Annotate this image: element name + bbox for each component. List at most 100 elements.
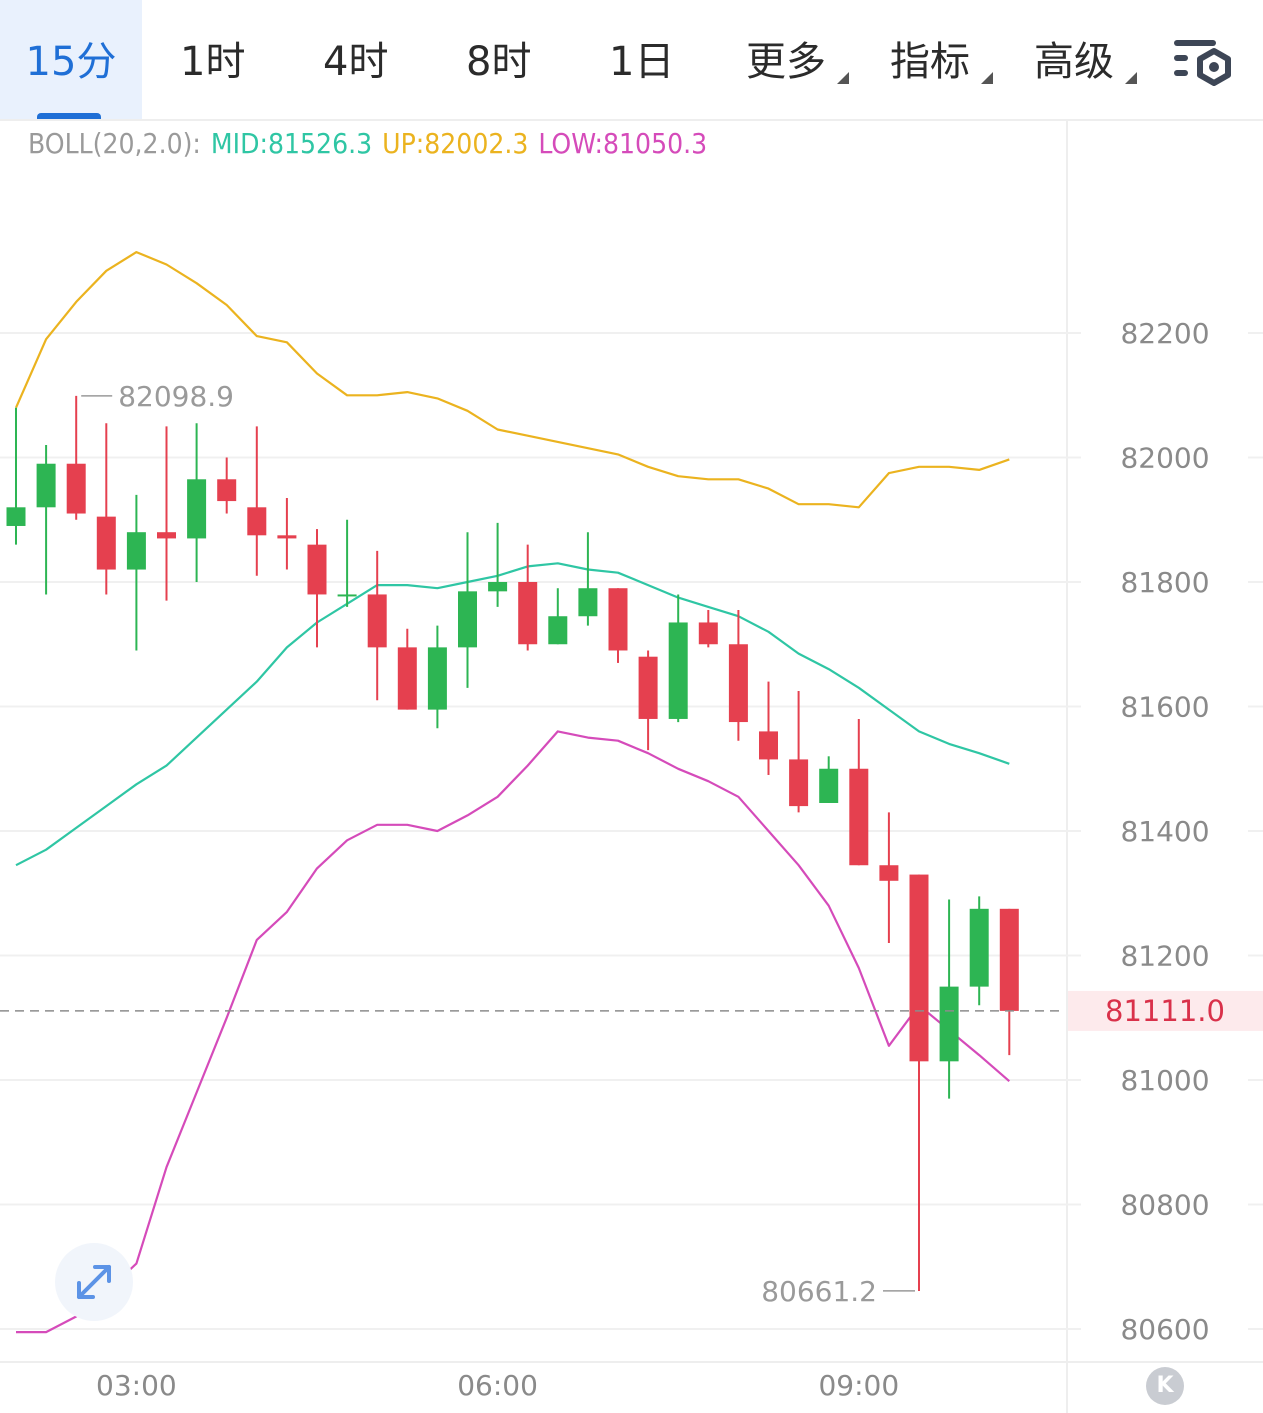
candle-up	[819, 756, 839, 803]
candle-body	[247, 507, 267, 536]
candle-body	[187, 479, 207, 539]
candle-body	[608, 588, 628, 651]
candle-up	[458, 532, 477, 688]
candle-body	[728, 644, 748, 723]
dropdown-caret-icon	[1125, 72, 1137, 84]
boll-legend: BOLL(20,2.0): MID:81526.3 UP:82002.3 LOW:81…	[28, 124, 717, 164]
candle-up	[969, 896, 989, 1006]
candle-down	[879, 812, 899, 944]
k-logo-icon[interactable]: K	[1146, 1367, 1184, 1405]
legend-indicator-name: BOLL(20,2.0):	[28, 127, 201, 160]
price-tick-label: 80600	[1120, 1313, 1209, 1346]
time-tick-label: 06:00	[457, 1369, 538, 1402]
candle-body	[939, 986, 959, 1062]
chart-settings-icon[interactable]	[1170, 36, 1236, 90]
candle-body	[789, 759, 809, 807]
price-tick-label: 82000	[1120, 442, 1209, 475]
candle-down	[66, 395, 86, 520]
candle-body	[157, 532, 176, 539]
price-tick-label: 81000	[1120, 1064, 1209, 1097]
candle-body	[36, 463, 56, 508]
tab-8hour[interactable]: 8时	[466, 0, 531, 120]
candle-down	[96, 423, 116, 595]
candle-body	[999, 908, 1019, 1011]
candles	[6, 395, 1019, 1292]
expand-chart-button[interactable]	[55, 1243, 133, 1321]
dropdown-caret-icon	[837, 72, 849, 84]
candle-body	[969, 908, 989, 987]
price-tick-label: 81800	[1120, 566, 1209, 599]
last-price-label: 81111.0	[1105, 994, 1225, 1028]
tab-label: 指标	[890, 39, 970, 85]
candle-up	[488, 522, 508, 607]
tab-1hour[interactable]: 1时	[180, 0, 245, 120]
candle-down	[157, 426, 176, 601]
tab-label: 15分	[25, 39, 117, 85]
candle-down	[999, 908, 1019, 1056]
candle-body	[367, 594, 387, 648]
candle-up	[36, 445, 56, 595]
candle-body	[638, 656, 658, 719]
candle-up	[939, 899, 959, 1099]
price-tick-label: 81400	[1120, 815, 1209, 848]
candle-body	[909, 874, 929, 1062]
price-tick-label: 82200	[1120, 317, 1209, 350]
candle-down	[698, 610, 718, 648]
tab-label: 8时	[466, 39, 532, 85]
chart-grid	[0, 119, 1263, 1413]
candle-down	[397, 628, 417, 710]
candle-up	[6, 407, 26, 545]
candle-down	[638, 650, 658, 751]
tab-label: 4时	[323, 39, 389, 85]
interval-tab-bar: 15分 1时 4时 8时 1日 更多 指标 高级	[0, 0, 1263, 120]
time-tick-label: 03:00	[96, 1369, 177, 1402]
last-price-badge	[1068, 990, 1263, 1031]
tab-advanced-dropdown[interactable]: 高级	[1034, 0, 1139, 120]
tab-indicators-dropdown[interactable]: 指标	[890, 0, 995, 120]
candle-body	[307, 544, 327, 595]
candle-down	[728, 610, 748, 741]
candle-down	[277, 497, 297, 570]
candle-body	[548, 616, 568, 645]
candle-up	[337, 519, 357, 607]
boll-up-line	[14, 251, 1010, 509]
tab-15min[interactable]: 15分	[0, 0, 142, 120]
candle-body	[518, 582, 538, 645]
tab-label: 高级	[1034, 39, 1114, 85]
candle-body	[397, 647, 417, 710]
candle-body	[427, 647, 447, 710]
price-tick-label: 81600	[1120, 691, 1209, 724]
candle-up	[187, 423, 207, 582]
boll-low-line	[16, 730, 1011, 1334]
candle-body	[849, 768, 869, 866]
candle-body	[668, 622, 688, 719]
price-tick-label: 80800	[1120, 1189, 1209, 1222]
tab-more-dropdown[interactable]: 更多	[746, 0, 851, 120]
candle-down	[307, 529, 327, 648]
legend-mid-value: MID:81526.3	[210, 127, 373, 160]
tab-1day[interactable]: 1日	[609, 0, 674, 120]
candle-down	[608, 588, 628, 663]
candle-down	[217, 457, 237, 514]
candle-body	[578, 588, 598, 617]
candle-up	[548, 588, 568, 645]
candle-up	[578, 532, 598, 626]
legend-up-value: UP:82002.3	[382, 127, 529, 160]
candle-body	[6, 507, 26, 526]
candle-down	[247, 426, 267, 576]
time-axis: 03:00 06:00 09:00	[96, 1369, 899, 1402]
tab-4hour[interactable]: 4时	[323, 0, 388, 120]
candle-body	[217, 479, 237, 502]
candle-up	[126, 494, 146, 651]
candle-body	[458, 591, 477, 648]
min-price-label: 80661.2	[761, 1275, 877, 1308]
time-tick-label: 09:00	[818, 1369, 899, 1402]
candle-body	[819, 768, 839, 803]
candle-down	[518, 544, 538, 651]
legend-low-value: LOW:81050.3	[538, 127, 708, 160]
dropdown-caret-icon	[981, 72, 993, 84]
candle-body	[66, 463, 86, 514]
chart-annotations: 81111.0 82098.9 80661.2	[0, 380, 1263, 1308]
boll-mid-line	[15, 562, 1010, 867]
